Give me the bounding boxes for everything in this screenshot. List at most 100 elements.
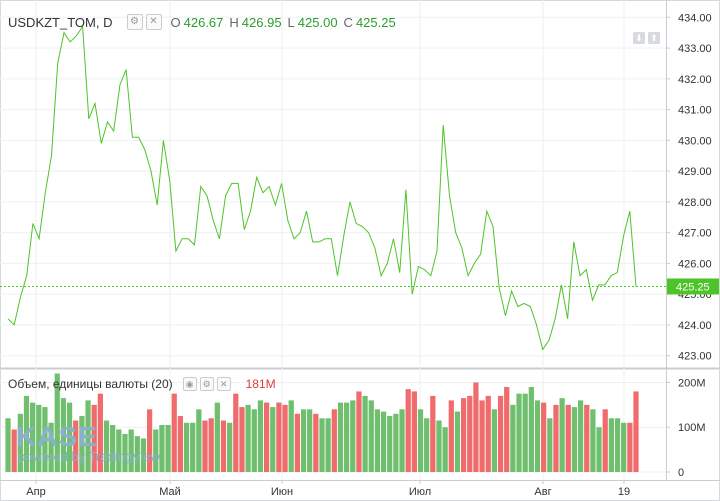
volume-bar	[577, 400, 584, 472]
pane-down-icon[interactable]: ⬇	[633, 32, 645, 44]
volume-bar	[337, 402, 344, 472]
volume-bar	[553, 404, 559, 472]
close-icon[interactable]: ✕	[216, 377, 231, 391]
price-tick-label: 433.00	[678, 43, 712, 55]
volume-bar	[116, 429, 122, 472]
high-label: H	[229, 14, 239, 30]
volume-bar	[17, 413, 23, 472]
volume-bar	[411, 391, 417, 472]
volume-header: Объем, единицы валюты (20) ◉ ⚙ ✕ 181M	[8, 375, 276, 393]
volume-bar	[436, 420, 442, 472]
volume-bar	[380, 411, 387, 472]
volume-bar	[331, 409, 337, 472]
volume-bar	[79, 416, 85, 472]
volume-bar	[479, 400, 485, 472]
pane-maximize-icon[interactable]: ⬆	[648, 32, 660, 44]
volume-bar	[146, 409, 153, 472]
high-value: 426.95	[241, 14, 282, 30]
volume-bar	[122, 433, 128, 472]
volume-tick-label: 0	[678, 467, 684, 479]
volume-bar	[220, 420, 227, 472]
volume-bar	[239, 407, 245, 472]
volume-bar	[522, 393, 528, 472]
volume-bar	[602, 409, 608, 472]
close-label: C	[343, 14, 353, 30]
price-tick-label: 429.00	[678, 166, 712, 178]
volume-value: 181M	[245, 377, 276, 391]
volume-bar	[627, 422, 633, 472]
hide-icon[interactable]: ◉	[182, 377, 197, 391]
volume-bar	[300, 409, 307, 472]
volume-bar	[399, 409, 405, 472]
symbol-label[interactable]: USDKZT_TOM, D	[8, 14, 113, 30]
volume-bar	[159, 425, 165, 472]
volume-bar	[11, 429, 17, 472]
volume-bar	[596, 427, 602, 472]
volume-bar	[497, 395, 504, 472]
volume-bar	[350, 400, 356, 472]
price-tick-label: 427.00	[678, 228, 712, 240]
last-price-label: 425.25	[676, 281, 710, 293]
volume-bar	[153, 429, 159, 472]
volume-bar	[541, 402, 547, 472]
volume-bar	[171, 393, 177, 472]
volume-bar	[430, 395, 436, 472]
volume-bar	[23, 395, 30, 472]
volume-bar	[190, 422, 196, 472]
volume-bar	[417, 409, 424, 472]
settings-icon[interactable]: ⚙	[126, 14, 143, 30]
close-icon[interactable]: ✕	[145, 14, 162, 30]
volume-bar	[460, 398, 467, 472]
volume-bar	[183, 422, 190, 472]
volume-bar	[97, 393, 103, 472]
volume-bar	[387, 416, 393, 472]
price-tick-label: 430.00	[678, 135, 712, 147]
open-value: 426.67	[183, 14, 224, 30]
volume-bar	[571, 407, 578, 472]
volume-bar	[307, 409, 313, 472]
time-tick-label: 19	[618, 486, 630, 498]
volume-bar	[276, 402, 282, 472]
volume-bar	[325, 418, 331, 472]
volume-bar	[73, 420, 79, 472]
volume-title[interactable]: Объем, единицы валюты (20)	[8, 377, 173, 391]
volume-tick-label: 200M	[678, 377, 706, 389]
volume-bar	[208, 418, 214, 472]
settings-icon[interactable]: ⚙	[199, 377, 214, 391]
chart-header: USDKZT_TOM, D ⚙ ✕ O 426.67 H 426.95 L 42…	[8, 12, 396, 32]
volume-bar	[405, 389, 411, 472]
volume-bar	[36, 404, 42, 472]
volume-bar	[134, 436, 140, 472]
volume-bar	[448, 400, 454, 472]
volume-tick-label: 100M	[678, 422, 706, 434]
volume-bar	[177, 416, 184, 472]
volume-bar	[344, 402, 350, 472]
volume-bar	[565, 404, 571, 472]
volume-bar	[621, 422, 627, 472]
volume-bar	[60, 398, 67, 472]
volume-bar	[233, 393, 239, 472]
pane-controls: ⬇ ⬆	[630, 32, 660, 44]
volume-bar	[294, 413, 300, 472]
volume-bar	[467, 395, 473, 472]
volume-bar	[547, 418, 553, 472]
open-label: O	[170, 14, 181, 30]
time-tick-label: Май	[159, 486, 181, 498]
volume-bar	[614, 418, 621, 472]
volume-bar	[128, 429, 134, 472]
kase-brand: KASE	[16, 421, 98, 452]
volume-bar	[140, 438, 147, 472]
volume-bar	[473, 382, 479, 472]
volume-bar	[393, 413, 399, 472]
volume-bar	[196, 409, 202, 472]
low-label: L	[287, 14, 295, 30]
price-tick-label: 428.00	[678, 197, 712, 209]
volume-bar	[313, 413, 319, 472]
price-tick-label: 424.00	[678, 320, 712, 332]
volume-bar	[454, 411, 461, 472]
price-series-line	[7, 24, 637, 351]
volume-bar	[590, 409, 596, 472]
volume-bar	[282, 404, 288, 472]
volume-bar	[424, 418, 430, 472]
